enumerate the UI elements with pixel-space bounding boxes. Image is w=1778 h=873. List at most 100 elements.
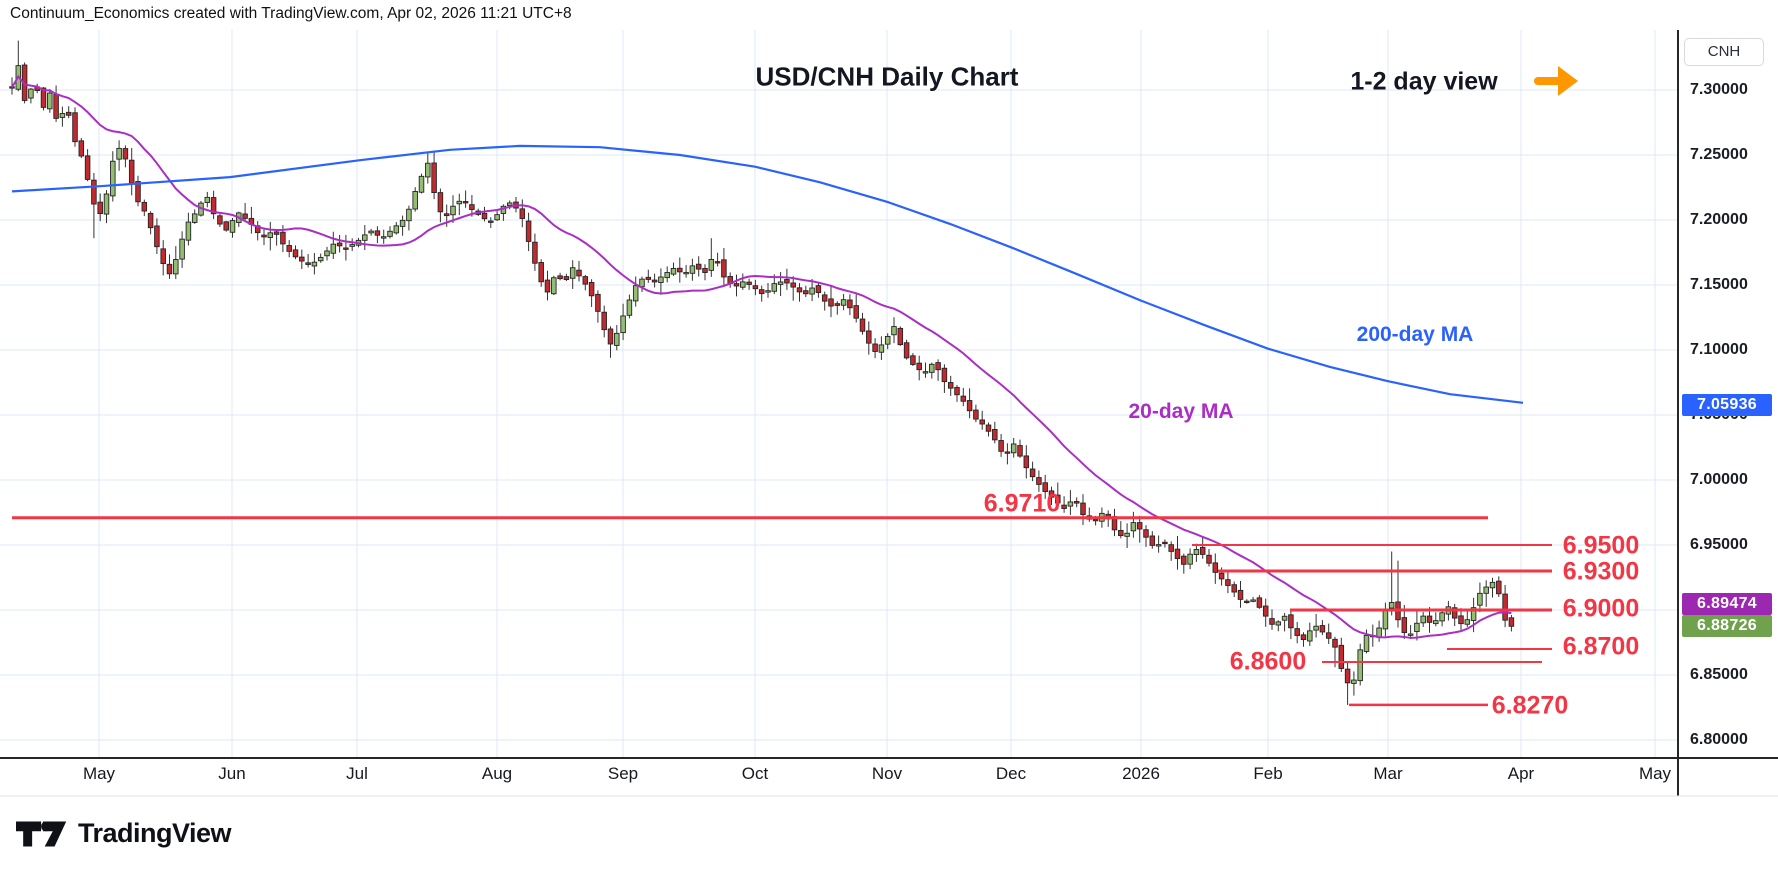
candle xyxy=(1508,617,1515,627)
candle xyxy=(1414,622,1420,632)
candle xyxy=(462,201,469,204)
candle xyxy=(821,294,828,302)
candle xyxy=(1451,607,1458,619)
ma200-price-badge: 7.05936 xyxy=(1682,394,1772,416)
candle xyxy=(922,371,929,374)
candle xyxy=(1357,649,1363,682)
candle xyxy=(217,215,223,225)
level-label-6.8700: 6.8700 xyxy=(1562,632,1640,661)
candle xyxy=(796,287,803,293)
level-label-6.8600: 6.8600 xyxy=(1229,647,1307,676)
candle xyxy=(790,282,796,288)
candle xyxy=(72,112,78,143)
candle xyxy=(834,303,841,306)
attribution-text: Continuum_Economics created with Trading… xyxy=(10,5,572,22)
candle xyxy=(853,305,859,319)
candle xyxy=(311,261,318,267)
currency-button[interactable]: CNH xyxy=(1684,38,1764,66)
candle xyxy=(204,196,211,203)
candle xyxy=(639,278,645,288)
candle xyxy=(362,234,368,241)
time-label-May: May xyxy=(82,764,116,783)
candle xyxy=(1363,635,1370,652)
candle xyxy=(765,290,771,293)
candle xyxy=(695,263,702,270)
candle xyxy=(1281,615,1288,621)
candle xyxy=(784,279,790,284)
candle xyxy=(1338,644,1345,669)
candle xyxy=(343,247,349,250)
candle xyxy=(1187,553,1193,565)
candle xyxy=(614,332,620,346)
candle xyxy=(664,272,670,279)
ma20-line xyxy=(11,74,1512,639)
candle xyxy=(185,221,192,241)
candle xyxy=(1080,502,1086,516)
candle xyxy=(229,220,236,233)
candle xyxy=(399,219,406,227)
time-axis[interactable] xyxy=(0,759,1678,797)
candle xyxy=(752,285,759,290)
price-tick-7.10000: 7.10000 xyxy=(1690,341,1748,358)
time-label-2026: 2026 xyxy=(1122,764,1160,783)
candle xyxy=(28,88,34,99)
candle xyxy=(1118,529,1124,537)
candle xyxy=(53,94,59,119)
candle xyxy=(324,250,330,257)
candle xyxy=(273,231,280,235)
candle xyxy=(443,213,450,217)
candle xyxy=(456,200,463,205)
candle xyxy=(891,326,897,336)
candle xyxy=(563,276,570,280)
candle xyxy=(632,285,639,302)
candle xyxy=(1029,468,1036,478)
candle xyxy=(1307,630,1313,642)
candle xyxy=(601,311,607,331)
candle xyxy=(412,191,418,210)
candle xyxy=(1407,633,1414,636)
candle xyxy=(903,342,910,359)
candle xyxy=(1010,443,1017,454)
candle xyxy=(387,230,393,237)
candle xyxy=(1477,592,1483,606)
candle xyxy=(305,262,311,265)
candle xyxy=(1023,455,1030,469)
candle xyxy=(1382,609,1389,630)
right-arrow-icon xyxy=(1534,66,1578,96)
candle xyxy=(1061,504,1067,509)
candle xyxy=(223,221,229,231)
ma200-line-label: 200-day MA xyxy=(1356,323,1474,346)
candle xyxy=(418,175,425,193)
candle xyxy=(708,258,715,271)
candle xyxy=(135,181,141,203)
candle xyxy=(317,256,324,262)
candle xyxy=(1458,615,1464,625)
candle xyxy=(1017,445,1023,457)
candle xyxy=(1256,597,1263,608)
candle xyxy=(1231,584,1237,593)
candle xyxy=(425,162,431,178)
candle xyxy=(620,315,626,334)
candle xyxy=(280,231,286,245)
price-tick-7.15000: 7.15000 xyxy=(1690,276,1748,293)
candle xyxy=(1319,625,1326,633)
tradingview-logo[interactable]: TradingView xyxy=(16,818,232,849)
candle xyxy=(1168,544,1174,552)
tradingview-logo-icon xyxy=(16,820,67,847)
candle xyxy=(1275,621,1282,626)
candle xyxy=(431,162,437,193)
candle xyxy=(1300,634,1307,641)
candle xyxy=(1073,501,1080,504)
candle xyxy=(191,213,198,223)
tradingview-logo-text: TradingView xyxy=(78,818,232,848)
candle xyxy=(1489,581,1496,589)
candle xyxy=(1313,625,1319,631)
level-label-6.9300: 6.9300 xyxy=(1562,557,1640,586)
candle xyxy=(626,299,633,316)
candle xyxy=(299,256,305,262)
candle xyxy=(1067,501,1074,507)
candle xyxy=(242,213,248,219)
chart-title: USD/CNH Daily Chart xyxy=(755,61,1019,92)
candle xyxy=(469,204,475,210)
